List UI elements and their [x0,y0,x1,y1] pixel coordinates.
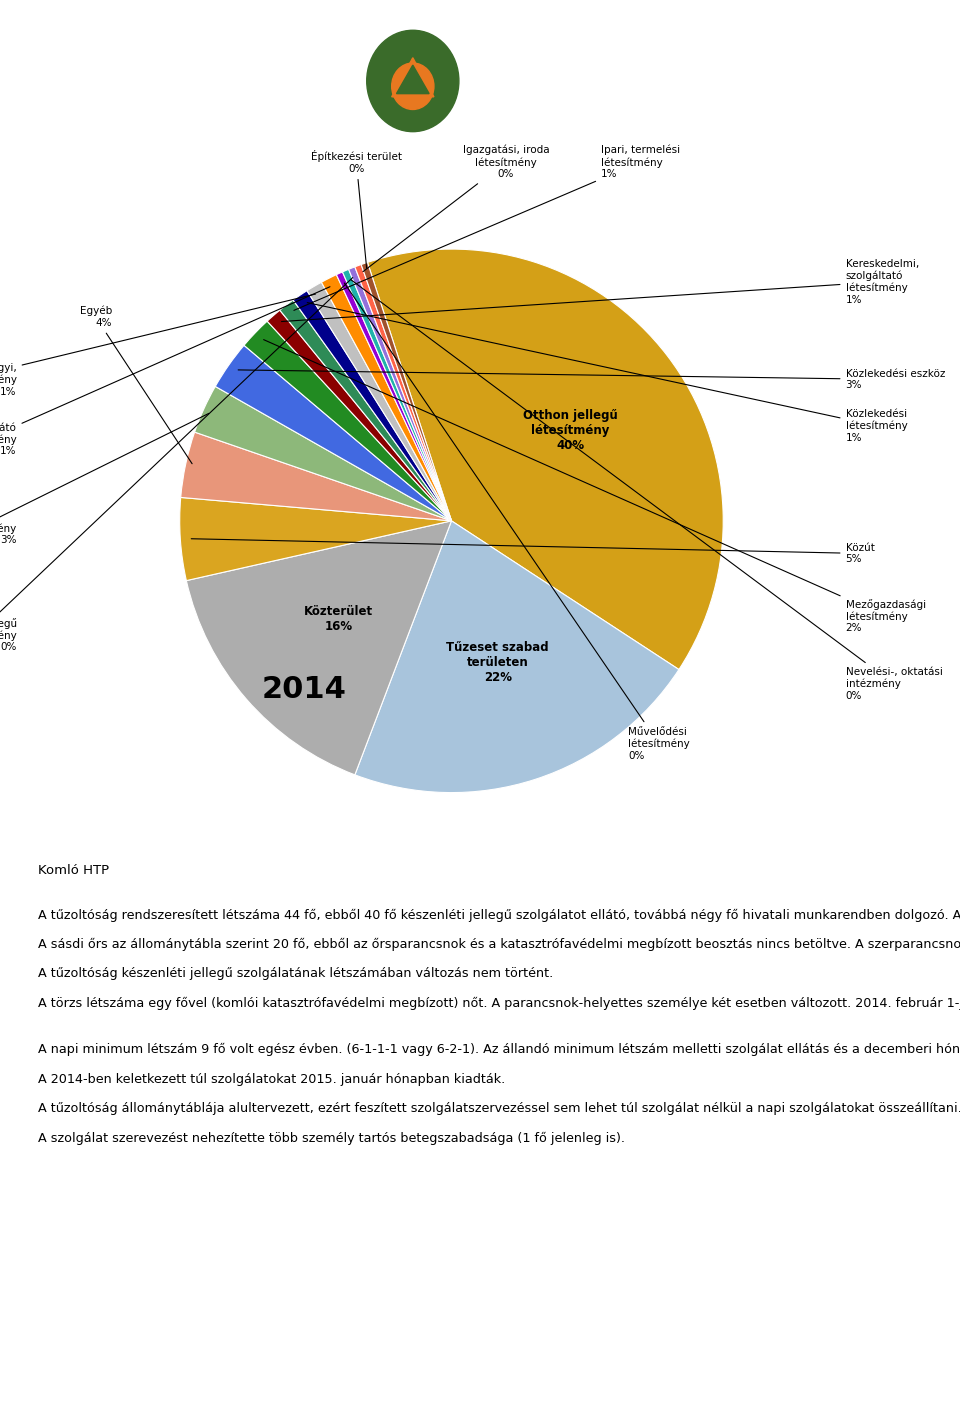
Wedge shape [355,521,679,793]
Text: Ipari, termelési
létesítmény
1%: Ipari, termelési létesítmény 1% [294,145,680,310]
Text: Vendéglátó
létesítmény
1%: Vendéglátó létesítmény 1% [0,287,330,456]
Wedge shape [322,275,451,521]
Text: Mezőgazdasági
létesítmény
2%: Mezőgazdasági létesítmény 2% [264,339,925,634]
Text: A sásdi őrs az állománytábla szerint 20 fő, ebből az őrsparancsnok és a katasztr: A sásdi őrs az állománytábla szerint 20 … [38,938,960,950]
Text: Közút
5%: Közút 5% [191,539,875,565]
Polygon shape [396,65,429,93]
Text: Otthon jellegű
létesítmény
40%: Otthon jellegű létesítmény 40% [523,408,617,452]
Circle shape [367,31,459,132]
Wedge shape [195,386,451,521]
Wedge shape [180,432,451,521]
Text: Egészségügyi,
szociális létesítmény
1%: Egészségügyi, szociális létesítmény 1% [0,294,316,397]
Text: Komló HTP: Komló HTP [38,865,109,877]
Text: A 2014-ben keletkezett túl szolgálatokat 2015. január hónapban kiadták.: A 2014-ben keletkezett túl szolgálatokat… [38,1073,506,1086]
Text: A tűzoltóság készenléti jellegű szolgálatának létszámában változás nem történt.: A tűzoltóság készenléti jellegű szolgála… [38,967,554,980]
Text: A törzs létszáma egy fővel (komlói katasztrófavédelmi megbízott) nőt. A parancsn: A törzs létszáma egy fővel (komlói katas… [38,997,960,1010]
Wedge shape [343,269,451,521]
Wedge shape [215,345,451,521]
Text: Közlekedési
létesítmény
1%: Közlekedési létesítmény 1% [307,303,907,442]
Text: Nevelési-, oktatási
intézmény
0%: Nevelési-, oktatási intézmény 0% [351,280,943,701]
Wedge shape [355,265,451,521]
Circle shape [392,63,434,110]
Wedge shape [186,521,451,774]
Wedge shape [361,262,451,521]
Text: Igazgatási, iroda
létesítmény
0%: Igazgatási, iroda létesítmény 0% [363,145,549,272]
Wedge shape [336,272,451,521]
Text: A szolgálat szerevezést nehezítette több személy tartós betegszabadsága (1 fő je: A szolgálat szerevezést nehezítette több… [38,1132,625,1145]
Text: Kereskedelmi,
szolgáltató
létesítmény
1%: Kereskedelmi, szolgáltató létesítmény 1% [281,259,919,321]
Polygon shape [392,58,434,97]
Wedge shape [244,321,451,521]
Text: A tűzoltóság állománytáblája alultervezett, ezért feszített szolgálatszervezésse: A tűzoltóság állománytáblája alulterveze… [38,1102,960,1115]
Text: A tűzoltóság rendszeresített létszáma 44 fő, ebből 40 fő készenléti jellegű szol: A tűzoltóság rendszeresített létszáma 44… [38,908,960,921]
Text: Művelődési
létesítmény
0%: Művelődési létesítmény 0% [345,283,690,760]
Wedge shape [368,249,723,670]
Wedge shape [267,310,451,521]
Text: Építkezési terület
0%: Építkezési terület 0% [311,151,402,269]
Wedge shape [279,300,451,521]
Text: Egyéb
4%: Egyéb 4% [80,306,192,463]
Text: Közterület
16%: Közterület 16% [304,605,373,632]
Text: Szálloda jellegű
létesítmény
0%: Szálloda jellegű létesítmény 0% [0,277,352,652]
Wedge shape [293,290,451,521]
Wedge shape [180,497,451,580]
Text: Közlekedési eszköz
3%: Közlekedési eszköz 3% [238,369,945,390]
Text: Tűzeset szabad
területen
22%: Tűzeset szabad területen 22% [446,642,549,684]
Text: Tárolási létesítmény
3%: Tárolási létesítmény 3% [0,414,209,545]
Wedge shape [348,268,451,521]
Text: A napi minimum létszám 9 fő volt egész évben. (6-1-1-1 vagy 6-2-1). Az állandó m: A napi minimum létszám 9 fő volt egész é… [38,1043,960,1056]
Text: 2014: 2014 [261,674,347,704]
Wedge shape [307,282,451,521]
